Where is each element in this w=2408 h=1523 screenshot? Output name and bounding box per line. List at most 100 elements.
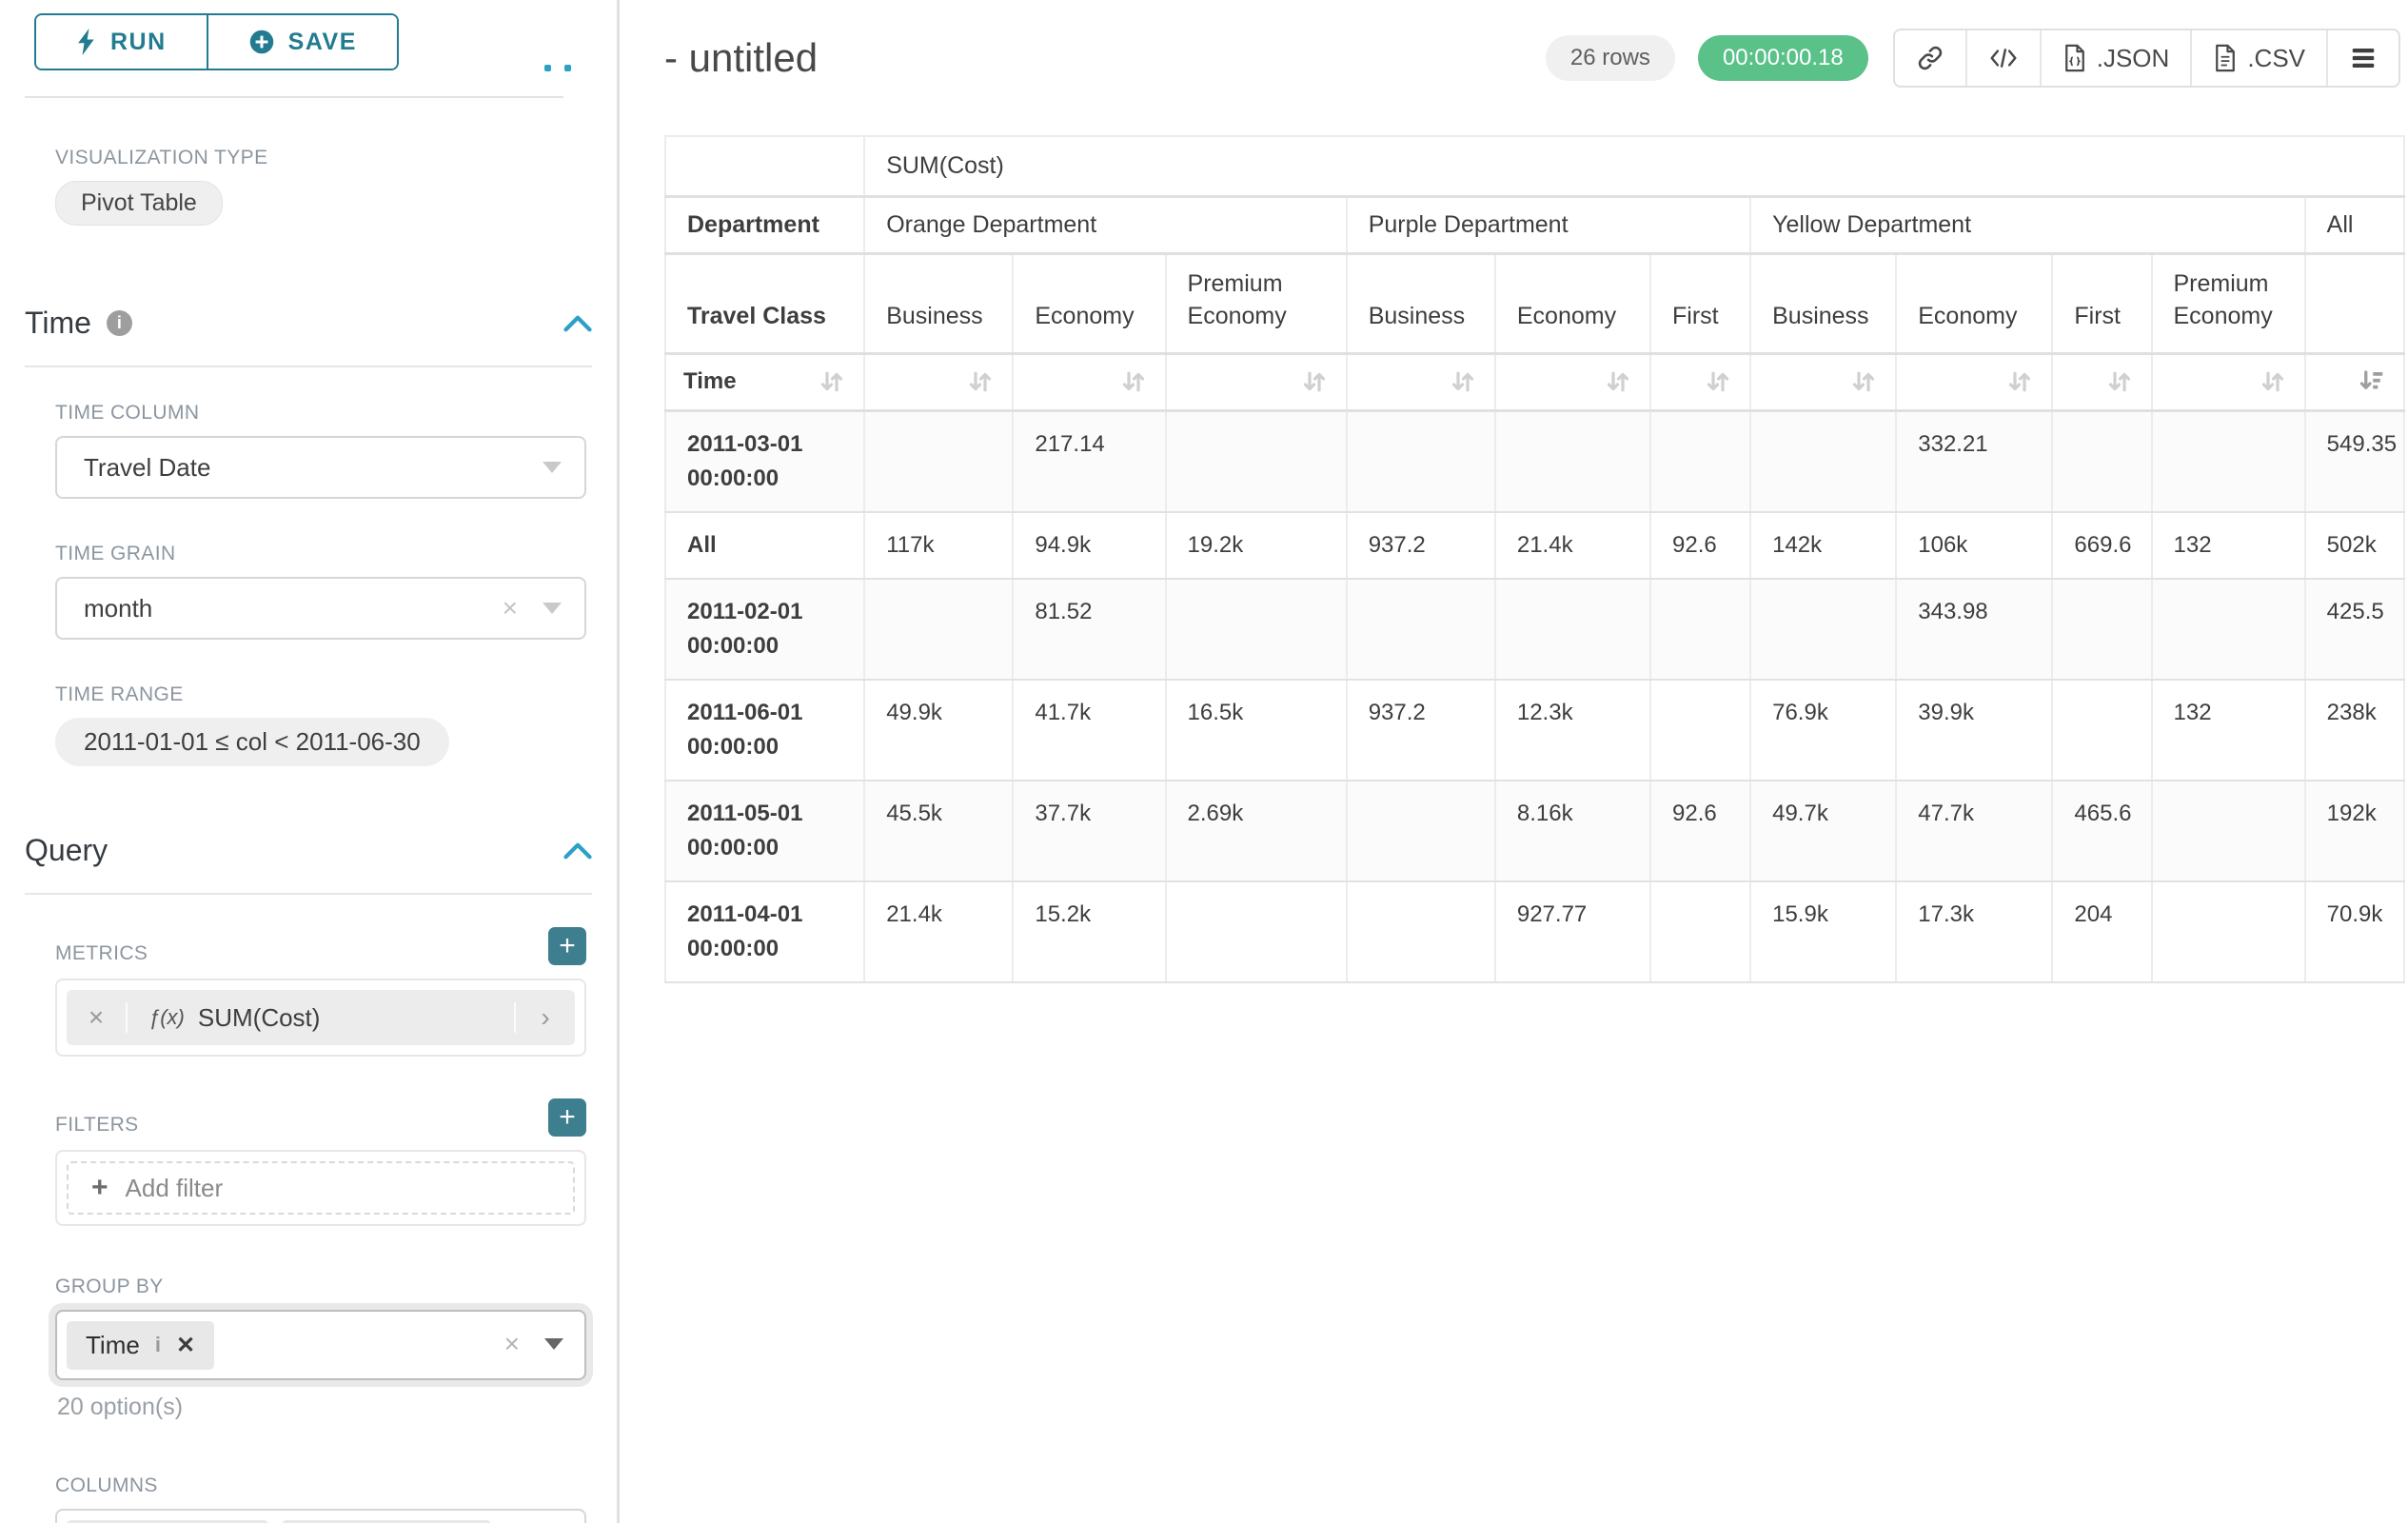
value-cell: 132 [2151,679,2306,781]
divider [25,96,563,98]
sort-updown-icon[interactable] [2259,367,2287,396]
sort-updown-icon[interactable] [1119,367,1148,396]
panel-divider[interactable] [617,0,620,1523]
sort-updown-icon[interactable] [1604,367,1632,396]
column-sort-desc-cell[interactable] [2304,353,2406,412]
export-csv-button[interactable]: .CSV [2190,30,2326,86]
value-cell: 70.9k [2304,880,2406,983]
value-cell: 669.6 [2052,511,2153,580]
filters-control: + Add filter [55,1150,586,1226]
column-sort-cell[interactable] [2151,353,2306,412]
value-cell [1494,410,1652,513]
add-filter-dropzone[interactable]: + Add filter [67,1161,575,1215]
value-cell: 39.9k [1896,679,2054,781]
chevron-right-icon[interactable]: › [514,1002,575,1033]
time-range-pill[interactable]: 2011-01-01 ≤ col < 2011-06-30 [55,718,449,766]
value-cell: 937.2 [1346,679,1496,781]
group-by-label: GROUP BY [55,1276,164,1297]
export-json-button[interactable]: .JSON [2039,30,2191,86]
chevron-up-icon[interactable] [563,841,592,860]
value-cell: 465.6 [2052,780,2153,882]
column-sort-cell[interactable] [1896,353,2054,412]
filters-label: FILTERS [55,1114,139,1136]
value-cell: 21.4k [864,880,1015,983]
viz-type-pill[interactable]: Pivot Table [55,181,223,226]
value-cell: 332.21 [1896,410,2054,513]
value-cell [1650,679,1752,781]
info-icon[interactable]: i [106,310,132,336]
value-cell: 37.7k [1013,780,1167,882]
column-sort-cell[interactable] [864,353,1015,412]
value-cell [2052,578,2153,681]
sort-updown-icon[interactable] [1704,367,1732,396]
run-save-button-group: RUN SAVE [34,13,399,70]
sort-updown-icon[interactable] [1849,367,1878,396]
remove-tag-icon[interactable]: ✕ [175,1332,196,1358]
columns-select[interactable]: Department ✕ Travel Class ✕ × [55,1509,586,1523]
sub-column-header [2304,253,2406,355]
column-sort-cell[interactable] [1650,353,1752,412]
row-label: 2011-04-01 00:00:00 [663,880,866,983]
sort-updown-icon[interactable] [2005,367,2034,396]
column-sort-cell[interactable] [1013,353,1167,412]
save-button[interactable]: SAVE [206,15,397,69]
column-sort-cell[interactable] [1346,353,1496,412]
table-row: 2011-04-01 00:00:00 21.4k 15.2k 927.77 15.9k… [663,880,2406,983]
chart-area: - untitled 26 rows 00:00:00.18 .JSON .CS… [620,0,2408,1523]
export-json-label: .JSON [2096,43,2170,72]
time-column-select[interactable]: Travel Date [55,436,586,499]
value-cell: 49.7k [1750,780,1898,882]
embed-code-button[interactable] [1964,30,2040,86]
sub-column-header: First [2052,253,2153,355]
value-cell: 2.69k [1165,780,1348,882]
chevron-down-icon [544,1338,563,1350]
group-by-select[interactable]: Time i ✕ × [55,1310,586,1380]
add-metric-button[interactable]: + [548,927,586,965]
row-dimension-sort-cell[interactable]: Time [663,353,866,412]
sort-updown-icon[interactable] [1449,367,1477,396]
value-cell [1165,410,1348,513]
plus-icon: + [91,1172,109,1203]
panel-resize-handle[interactable] [544,65,571,71]
value-cell: 21.4k [1494,511,1652,580]
column-sort-cell[interactable] [1750,353,1898,412]
column-sort-cell[interactable] [1165,353,1348,412]
value-cell: 41.7k [1013,679,1167,781]
copy-link-button[interactable] [1895,30,1965,86]
export-button-group: .JSON .CSV [1892,29,2400,88]
row-label: 2011-02-01 00:00:00 [663,578,866,681]
column-sort-cell[interactable] [2052,353,2153,412]
pivot-table-container: SUM(Cost) Department Orange Department P… [663,135,2408,983]
value-cell [2151,780,2306,882]
time-grain-select[interactable]: month × [55,577,586,640]
value-cell [1346,780,1496,882]
clear-icon[interactable]: × [503,1329,520,1358]
column-sort-cell[interactable] [1494,353,1652,412]
value-cell [1165,578,1348,681]
chart-title[interactable]: - untitled [664,35,819,80]
value-cell: 81.52 [1013,578,1167,681]
sub-column-header: Economy [1896,253,2054,355]
sort-updown-icon[interactable] [2105,367,2134,396]
value-cell: 47.7k [1896,780,2054,882]
value-cell [2151,880,2306,983]
value-cell [1750,578,1898,681]
add-filter-button[interactable]: + [548,1098,586,1137]
columns-tag: Travel Class ✕ [281,1520,491,1523]
clear-icon[interactable]: × [502,593,518,623]
run-button[interactable]: RUN [36,15,207,69]
sort-updown-icon[interactable] [1300,367,1329,396]
sort-updown-icon[interactable] [818,367,846,396]
value-cell: 8.16k [1494,780,1652,882]
chevron-up-icon[interactable] [563,314,592,333]
value-cell [1750,410,1898,513]
metric-pill[interactable]: × ƒ(x) SUM(Cost) › [67,990,575,1045]
sort-descending-icon[interactable] [2358,367,2386,396]
remove-metric-icon[interactable]: × [67,1002,128,1033]
table-row: 2011-03-01 00:00:00 217.14 332.21 549.35 [663,410,2406,513]
sort-updown-icon[interactable] [966,367,995,396]
more-menu-button[interactable] [2326,30,2398,86]
json-file-icon [2064,44,2084,72]
sub-column-header: Economy [1013,253,1167,355]
travel-class-header-row: Travel Class Business Economy Premium Ec… [663,253,2406,355]
